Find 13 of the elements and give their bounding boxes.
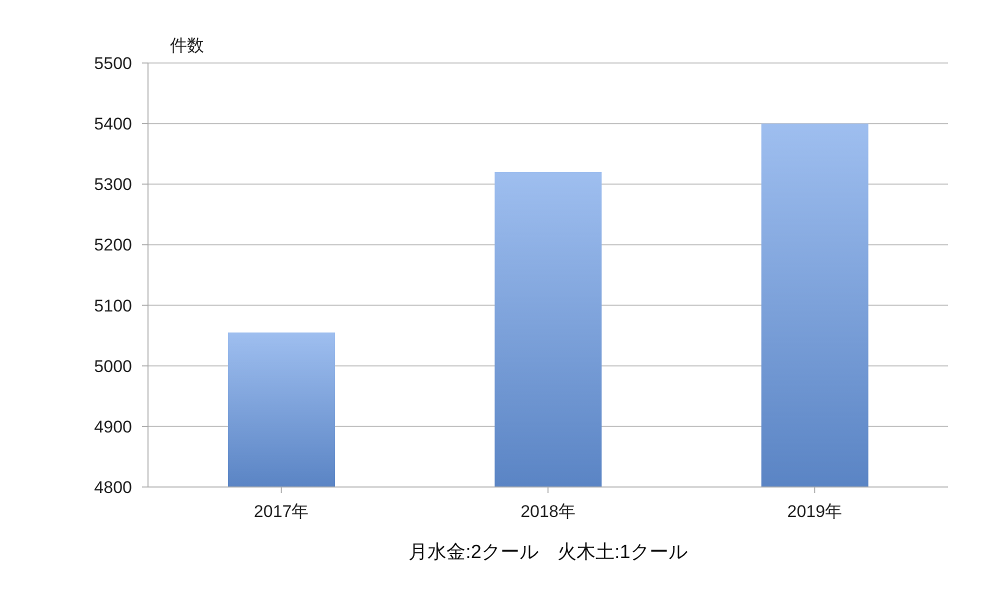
y-tick-label: 5200 bbox=[94, 236, 132, 255]
y-tick-label: 5300 bbox=[94, 175, 132, 194]
x-tick-label: 2019年 bbox=[787, 502, 842, 522]
y-tick-label: 5400 bbox=[94, 114, 132, 134]
y-tick-label: 5500 bbox=[94, 54, 132, 74]
y-tick-label: 5100 bbox=[94, 296, 132, 316]
y-tick-label: 5000 bbox=[94, 356, 132, 376]
x-tick-label: 2018年 bbox=[520, 502, 576, 522]
y-tick-label: 4900 bbox=[94, 417, 132, 436]
y-tick-label: 4800 bbox=[94, 478, 132, 498]
y-axis-title: 件数 bbox=[170, 35, 204, 57]
x-axis-title: 月水金:2クール 火木土:1クール bbox=[408, 542, 688, 563]
x-tick-label: 2017年 bbox=[254, 502, 309, 522]
